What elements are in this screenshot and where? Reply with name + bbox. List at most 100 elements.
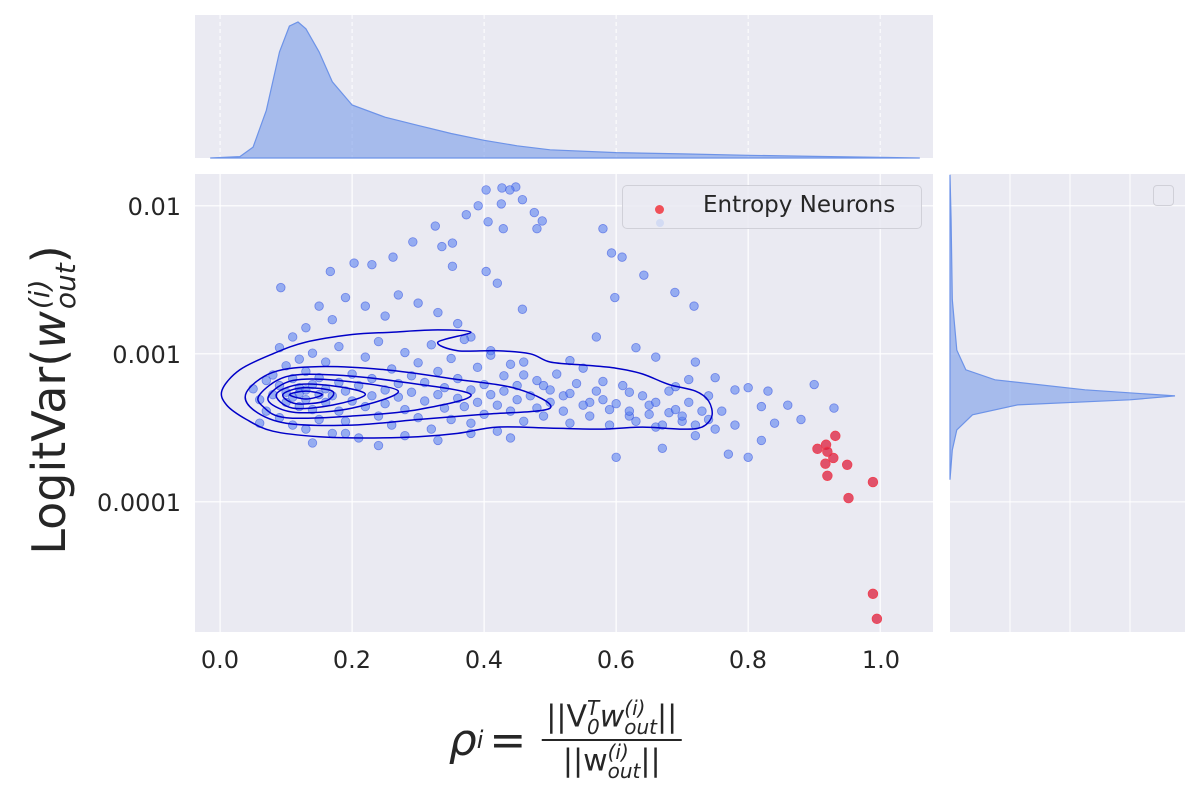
neuron-point <box>426 340 437 350</box>
neuron-point <box>408 237 418 247</box>
x-tick: 0.4 <box>465 646 503 674</box>
top-marginal-kde <box>210 21 920 159</box>
neuron-point <box>472 362 483 373</box>
neuron-point <box>367 260 377 270</box>
neuron-point <box>496 199 506 209</box>
neuron-point <box>517 194 528 205</box>
kde-contour <box>220 329 713 439</box>
neuron-point <box>461 210 472 220</box>
neuron-point <box>447 261 458 272</box>
neuron-point <box>677 411 687 421</box>
neuron-point <box>631 416 641 427</box>
neuron-point <box>413 413 423 423</box>
neuron-point <box>610 292 620 303</box>
neuron-point <box>624 387 635 397</box>
neuron-point <box>756 401 767 412</box>
neuron-point <box>829 403 839 413</box>
neuron-point <box>598 376 608 387</box>
neuron-point <box>446 353 456 364</box>
neuron-point <box>763 386 773 396</box>
neuron-point <box>697 406 707 416</box>
neuron-point <box>598 224 608 234</box>
entropy-neuron-point <box>830 430 841 442</box>
kde-contour <box>267 378 400 414</box>
neuron-point <box>497 183 507 193</box>
neuron-point <box>483 217 493 227</box>
neuron-point <box>321 357 331 367</box>
neuron-point <box>617 252 627 262</box>
neuron-point <box>447 238 458 248</box>
neuron-point <box>486 350 496 360</box>
neuron-point <box>710 424 720 434</box>
neuron-point <box>433 435 443 446</box>
neuron-point <box>545 385 555 395</box>
neuron-point <box>301 323 311 333</box>
neuron-point <box>710 372 720 383</box>
neuron-point <box>537 216 547 226</box>
neuron-point <box>717 406 727 416</box>
neuron-point <box>486 389 496 400</box>
neuron-point <box>473 201 483 211</box>
entropy-neuron-point <box>841 459 853 470</box>
neuron-point <box>651 397 661 408</box>
x-tick: 0.8 <box>729 646 767 674</box>
neuron-point <box>578 400 588 410</box>
neuron-point <box>743 452 753 462</box>
neuron-point <box>287 332 298 342</box>
kde-contour <box>244 365 552 427</box>
neuron-point <box>505 406 516 416</box>
neuron-point <box>281 361 291 371</box>
neuron-point <box>783 400 793 410</box>
legend-marker-entropy <box>655 205 664 214</box>
neuron-point <box>334 341 344 352</box>
neuron-point <box>639 270 649 280</box>
neuron-point <box>437 241 447 252</box>
neuron-point <box>393 290 404 300</box>
neuron-point <box>307 348 318 358</box>
neuron-point <box>430 221 440 231</box>
x-tick: 1.0 <box>862 646 900 674</box>
neuron-point <box>433 366 443 377</box>
neuron-point <box>287 420 298 430</box>
legend-label: Entropy Neurons <box>703 192 896 218</box>
neuron-point <box>294 354 304 364</box>
neuron-point <box>670 404 681 415</box>
neuron-point <box>327 315 338 325</box>
neuron-point <box>453 318 463 329</box>
neuron-point <box>723 449 734 459</box>
neuron-point <box>327 428 338 439</box>
entropy-neuron-point <box>828 452 839 464</box>
tick-labels: 0.0 0.2 0.4 0.6 0.8 1.0 0.01 0.001 0.000… <box>97 193 900 674</box>
neuron-point <box>466 418 476 428</box>
entropy-neuron-point <box>812 443 823 455</box>
neuron-point <box>400 347 410 358</box>
neuron-point <box>314 414 324 425</box>
x-tick: 0.0 <box>201 646 239 674</box>
empty-legend <box>1153 185 1174 206</box>
neuron-point <box>519 370 529 380</box>
neuron-point <box>618 380 628 391</box>
entropy-neuron-point <box>822 470 833 481</box>
neuron-point <box>796 414 806 425</box>
neuron-point <box>360 352 371 362</box>
neuron-point <box>684 374 694 385</box>
kde-contour <box>282 386 335 405</box>
neuron-point <box>340 386 351 396</box>
neuron-point <box>406 387 417 397</box>
neuron-point <box>433 389 443 400</box>
neuron-point <box>426 424 437 434</box>
neuron-point <box>479 379 489 390</box>
right-marginal-kde <box>949 174 1176 480</box>
neuron-point <box>276 282 286 293</box>
neuron-point <box>373 440 384 451</box>
neuron-point <box>413 358 423 368</box>
neuron-point <box>565 418 575 428</box>
neuron-point <box>519 357 529 367</box>
neuron-point <box>532 375 542 386</box>
neuron-point <box>743 383 753 393</box>
kde-contours <box>220 329 883 625</box>
neuron-point <box>340 428 351 439</box>
neuron-point <box>373 336 384 347</box>
neuron-point <box>538 380 549 391</box>
neuron-point <box>499 386 509 396</box>
